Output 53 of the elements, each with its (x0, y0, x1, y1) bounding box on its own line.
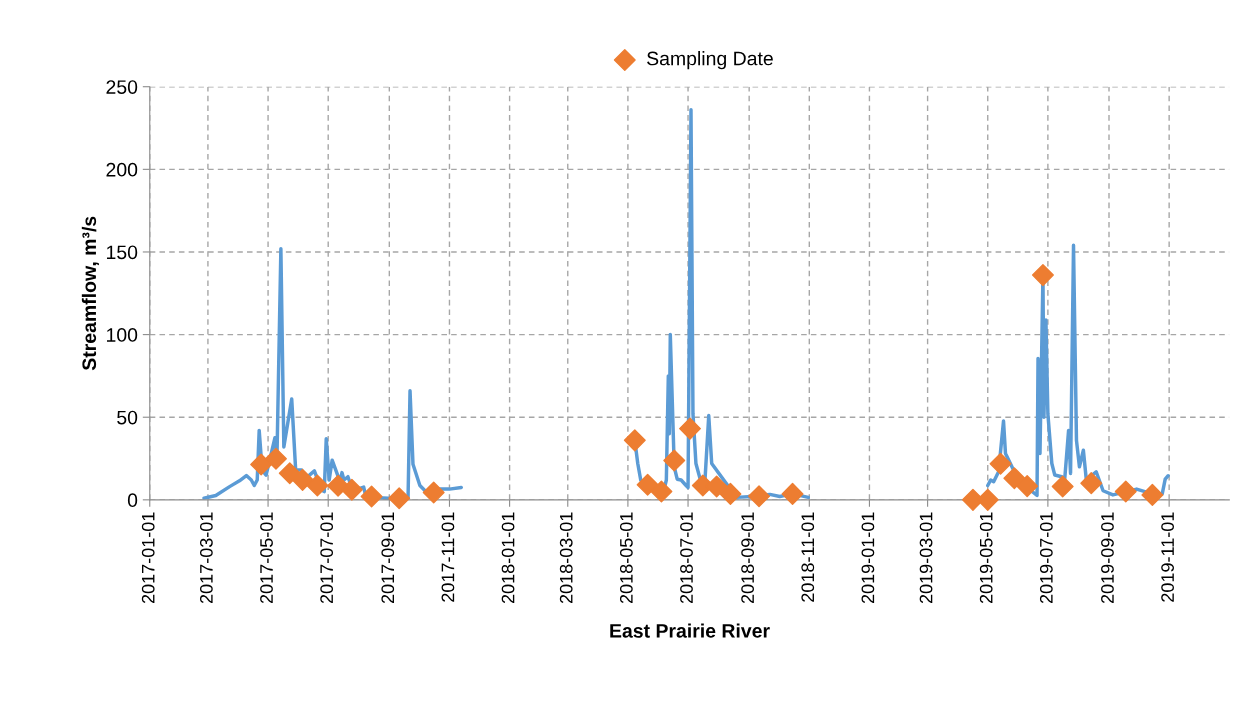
x-tick-label: 2017-05-01 (260, 512, 273, 604)
x-tick-label: 2017-07-01 (320, 512, 334, 604)
y-tick-label: 150 (107, 245, 138, 260)
y-axis-title: Streamflow, m³/s (81, 216, 99, 371)
x-tick-label: 2018-07-01 (680, 512, 693, 604)
x-tick-label: 2019-03-01 (919, 512, 933, 604)
point (291, 468, 314, 491)
point (623, 429, 646, 452)
point (650, 480, 673, 503)
point (250, 453, 273, 476)
x-tick-label: 2019-09-01 (1101, 512, 1114, 604)
x-tick-label: 2019-05-01 (979, 512, 993, 604)
point (636, 473, 659, 496)
point (1003, 467, 1026, 490)
point (1141, 483, 1164, 506)
x-tick-label: 2019-01-01 (861, 512, 875, 604)
point (781, 482, 804, 505)
point (422, 481, 445, 504)
x-tick-label: 2017-01-01 (141, 512, 155, 604)
point (1114, 480, 1137, 503)
x-axis-title: East Prairie River (610, 623, 770, 638)
x-tick-label: 2018-11-01 (801, 512, 815, 602)
point (719, 482, 742, 505)
point (306, 474, 329, 497)
point (340, 478, 363, 501)
point (388, 487, 411, 510)
point (748, 485, 771, 508)
point (663, 449, 686, 472)
x-tick-label: 2018-03-01 (559, 512, 573, 604)
y-tick-label: 250 (106, 80, 138, 94)
point (264, 447, 287, 470)
x-tick-label: 2017-09-01 (381, 512, 395, 604)
y-tick-label: 100 (107, 328, 138, 342)
point (360, 485, 383, 508)
y-tick-label: 50 (117, 410, 138, 425)
point (989, 452, 1012, 475)
point (1031, 264, 1054, 287)
point (679, 417, 702, 440)
point (1080, 472, 1103, 495)
x-tick-label: 2018-05-01 (619, 512, 633, 604)
y-tick-label: 0 (127, 493, 138, 508)
legend-label: Sampling Date (647, 51, 773, 70)
x-tick-label: 2019-11-01 (1161, 512, 1174, 602)
x-tick-label: 2019-07-01 (1039, 512, 1053, 604)
point (278, 462, 301, 485)
point (327, 474, 350, 497)
y-tick-label: 200 (106, 162, 138, 177)
point (1051, 475, 1074, 498)
x-tick-label: 2018-01-01 (501, 512, 515, 604)
x-tick-label: 2017-11-01 (441, 512, 455, 602)
x-tick-label: 2017-03-01 (199, 512, 213, 604)
point (1016, 475, 1039, 498)
x-tick-label: 2018-09-01 (741, 512, 755, 604)
